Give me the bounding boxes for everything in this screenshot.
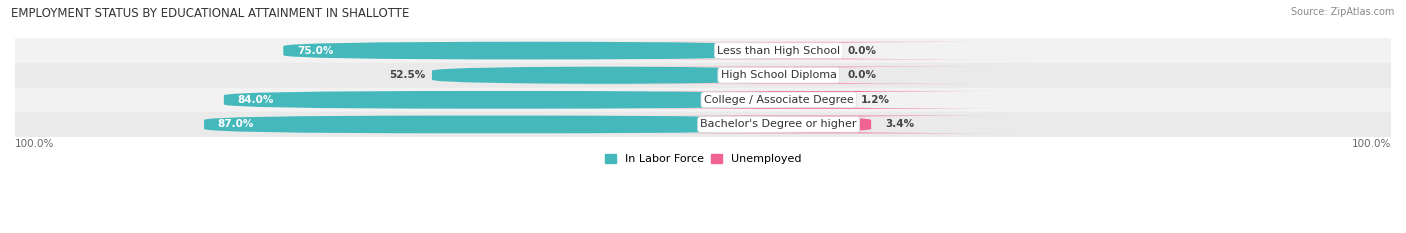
- Text: 3.4%: 3.4%: [884, 120, 914, 130]
- Text: Bachelor's Degree or higher: Bachelor's Degree or higher: [700, 120, 856, 130]
- Legend: In Labor Force, Unemployed: In Labor Force, Unemployed: [600, 150, 806, 169]
- Bar: [15, 63, 1391, 88]
- Text: 0.0%: 0.0%: [848, 70, 876, 80]
- Text: 87.0%: 87.0%: [218, 120, 254, 130]
- FancyBboxPatch shape: [623, 116, 1026, 133]
- Text: 1.2%: 1.2%: [860, 95, 890, 105]
- Bar: [15, 88, 1391, 112]
- Text: 100.0%: 100.0%: [1351, 139, 1391, 149]
- FancyBboxPatch shape: [586, 66, 1026, 84]
- Text: Less than High School: Less than High School: [717, 46, 841, 56]
- FancyBboxPatch shape: [224, 91, 779, 109]
- FancyBboxPatch shape: [599, 91, 1026, 109]
- Bar: [15, 112, 1391, 137]
- FancyBboxPatch shape: [586, 42, 1026, 59]
- FancyBboxPatch shape: [284, 42, 779, 59]
- Text: EMPLOYMENT STATUS BY EDUCATIONAL ATTAINMENT IN SHALLOTTE: EMPLOYMENT STATUS BY EDUCATIONAL ATTAINM…: [11, 7, 409, 20]
- Text: 100.0%: 100.0%: [15, 139, 55, 149]
- FancyBboxPatch shape: [432, 66, 779, 84]
- Text: 0.0%: 0.0%: [848, 46, 876, 56]
- Text: 84.0%: 84.0%: [238, 95, 274, 105]
- Text: 75.0%: 75.0%: [297, 46, 333, 56]
- Text: Source: ZipAtlas.com: Source: ZipAtlas.com: [1291, 7, 1395, 17]
- Text: College / Associate Degree: College / Associate Degree: [704, 95, 853, 105]
- Bar: [15, 38, 1391, 63]
- Text: High School Diploma: High School Diploma: [721, 70, 837, 80]
- Text: 52.5%: 52.5%: [389, 70, 425, 80]
- FancyBboxPatch shape: [204, 116, 779, 133]
